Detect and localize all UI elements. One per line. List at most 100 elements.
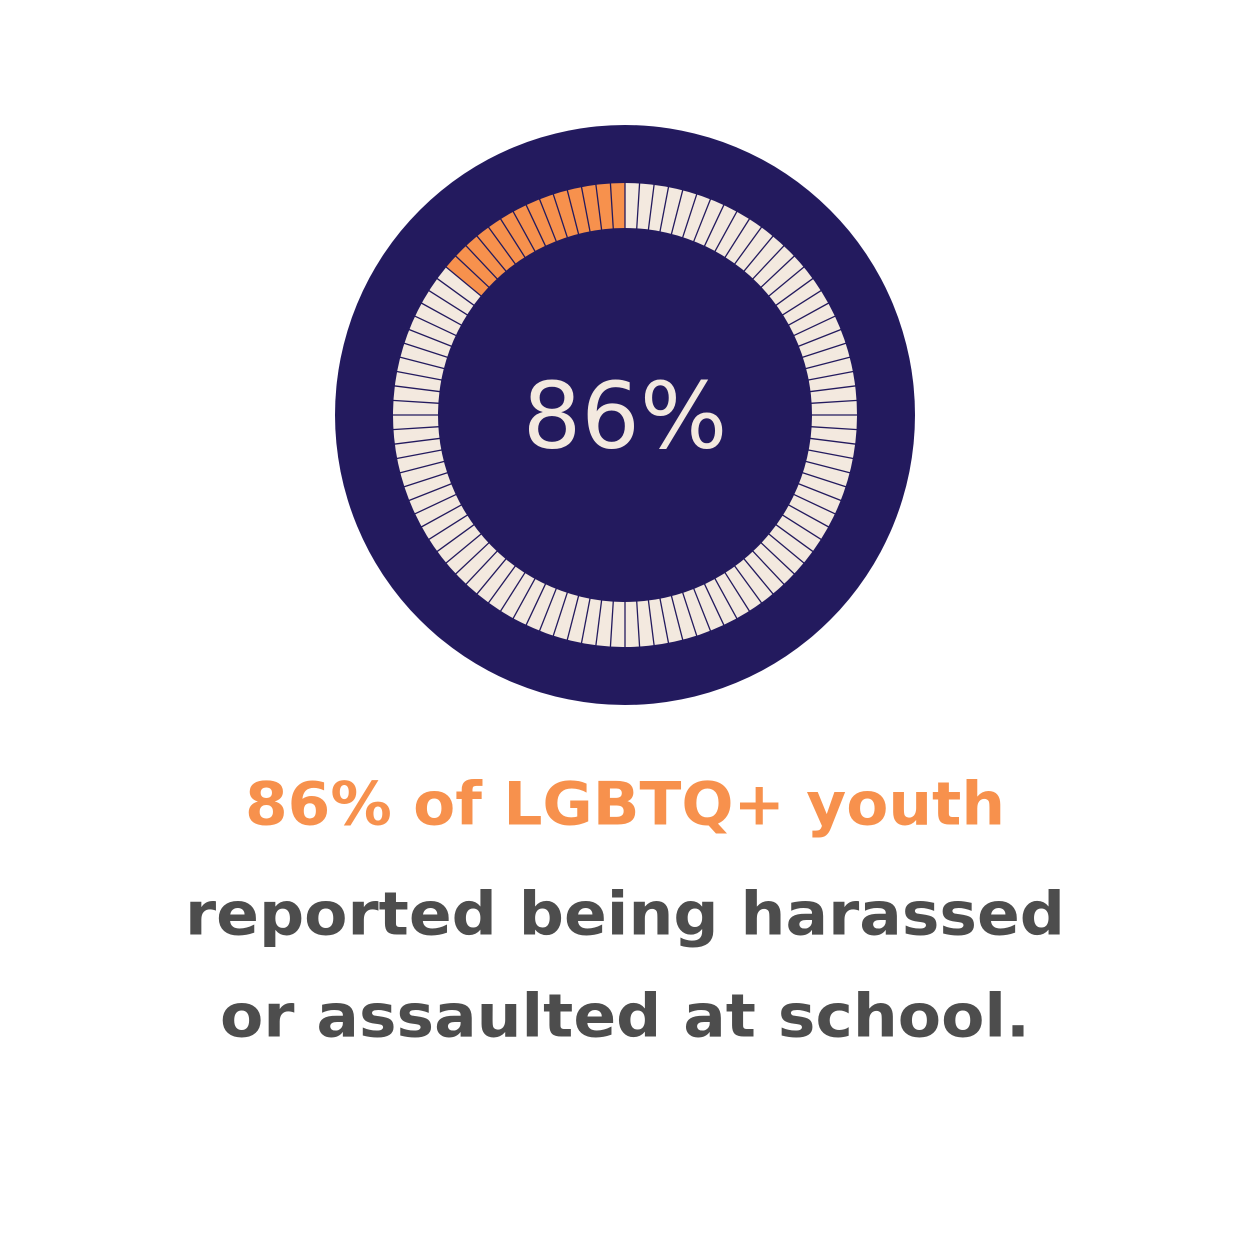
segment-divider: [408, 482, 453, 502]
segment-divider: [487, 565, 517, 604]
segment-divider: [445, 533, 483, 565]
segment-divider: [392, 426, 440, 431]
segment-divider: [393, 385, 441, 393]
segment-divider: [809, 437, 857, 445]
segment-divider: [538, 587, 558, 632]
segment-divider: [595, 599, 603, 647]
segment-divider: [733, 565, 763, 604]
segment-divider: [810, 426, 858, 431]
segment-divider: [475, 235, 507, 273]
segment-divider: [714, 577, 738, 620]
segment-divider: [436, 523, 475, 553]
segment-divider: [566, 189, 580, 236]
gauge-remainder: [446, 183, 625, 296]
segment-divider: [809, 385, 857, 393]
center-value: 86%: [523, 362, 727, 469]
segment-divider: [793, 315, 837, 337]
segment-divider: [636, 182, 641, 230]
segment-divider: [487, 226, 517, 265]
segment-divider: [420, 504, 463, 528]
segment-divider: [767, 265, 805, 297]
segment-divider: [733, 226, 763, 265]
segment-divider: [512, 577, 536, 620]
segment-divider: [475, 557, 507, 595]
segment-divider: [445, 265, 483, 297]
segment-divider: [692, 587, 712, 632]
segment-divider: [552, 591, 569, 637]
segment-divider: [525, 203, 547, 247]
segment-divider: [801, 471, 847, 488]
segment-divider: [804, 460, 851, 474]
segment-divider: [775, 523, 814, 553]
segment-divider: [499, 217, 526, 259]
segment-divider: [760, 541, 796, 575]
segment-divider: [647, 183, 655, 231]
segment-divider: [801, 342, 847, 359]
segment-divider: [427, 289, 469, 316]
segment-divider: [580, 186, 591, 233]
segment-divider: [751, 550, 785, 586]
segment-divider: [807, 449, 854, 460]
segment-divider: [797, 328, 842, 348]
segment-divider: [609, 182, 614, 230]
segment-divider: [399, 460, 446, 474]
segment-divider: [393, 437, 441, 445]
segment-divider: [413, 315, 457, 337]
segment-divider: [670, 594, 684, 641]
segment-divider: [525, 583, 547, 627]
segment-divider: [609, 600, 614, 648]
segment-divider: [787, 504, 830, 528]
segment-divider: [793, 493, 837, 515]
segment-divider: [681, 591, 698, 637]
segment-divider: [703, 583, 725, 627]
segment-divider: [580, 597, 591, 644]
segment-divider: [392, 399, 440, 404]
segment-divider: [703, 203, 725, 247]
segment-divider: [760, 255, 796, 289]
segment-divider: [436, 277, 475, 307]
segment-divider: [403, 471, 449, 488]
segment-divider: [636, 600, 641, 648]
segment-divider: [659, 186, 670, 233]
segment-divider: [807, 370, 854, 381]
segment-divider: [681, 193, 698, 239]
caption-line: or assaulted at school.: [220, 982, 1030, 1052]
segment-divider: [804, 356, 851, 370]
segment-divider: [396, 370, 443, 381]
segment-divider: [399, 356, 446, 370]
segment-divider: [781, 514, 823, 541]
segment-divider: [499, 571, 526, 613]
segment-divider: [647, 599, 655, 647]
segment-divider: [659, 597, 670, 644]
segment-divider: [724, 217, 751, 259]
segment-divider: [767, 533, 805, 565]
segment-divider: [465, 244, 499, 280]
segment-divider: [797, 482, 842, 502]
segment-divider: [396, 449, 443, 460]
segment-divider: [512, 210, 536, 253]
segment-divider: [743, 557, 775, 595]
segment-divider: [413, 493, 457, 515]
caption-highlight: 86% of LGBTQ+ youth: [245, 770, 1005, 840]
segment-divider: [420, 302, 463, 326]
segment-divider: [427, 514, 469, 541]
ring: [392, 182, 858, 648]
segment-divider: [403, 342, 449, 359]
segment-divider: [724, 571, 751, 613]
segment-divider: [781, 289, 823, 316]
segment-divider: [538, 198, 558, 243]
segment-divider: [454, 255, 490, 289]
segment-divider: [787, 302, 830, 326]
segment-divider: [670, 189, 684, 236]
segment-divider: [743, 235, 775, 273]
segment-divider: [775, 277, 814, 307]
segment-divider: [714, 210, 738, 253]
segment-divider: [454, 541, 490, 575]
caption-line: reported being harassed: [185, 880, 1065, 950]
segment-divider: [751, 244, 785, 280]
segment-divider: [692, 198, 712, 243]
segment-divider: [566, 594, 580, 641]
segment-divider: [810, 399, 858, 404]
segment-divider: [552, 193, 569, 239]
